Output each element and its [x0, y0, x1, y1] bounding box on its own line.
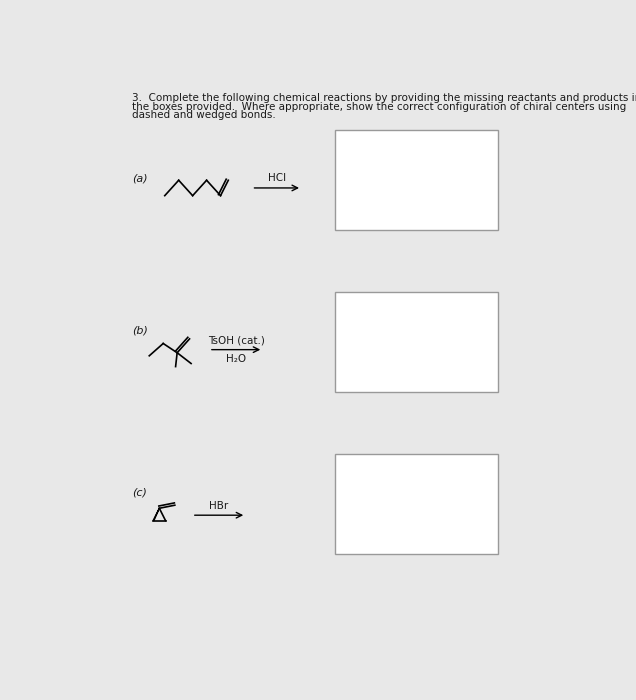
Text: H₂O: H₂O — [226, 354, 246, 364]
Bar — [335, 292, 498, 392]
Text: dashed and wedged bonds.: dashed and wedged bonds. — [132, 110, 276, 120]
Polygon shape — [153, 508, 160, 521]
Bar — [335, 454, 498, 554]
Text: (c): (c) — [132, 487, 147, 497]
Text: the boxes provided.  Where appropriate, show the correct configuration of chiral: the boxes provided. Where appropriate, s… — [132, 102, 626, 112]
Text: HCl: HCl — [268, 174, 286, 183]
Text: 3.  Complete the following chemical reactions by providing the missing reactants: 3. Complete the following chemical react… — [132, 93, 636, 103]
Text: (b): (b) — [132, 326, 148, 335]
Text: TsOH (cat.): TsOH (cat.) — [207, 335, 265, 345]
Text: HBr: HBr — [209, 500, 228, 510]
Bar — [335, 130, 498, 230]
Text: (a): (a) — [132, 174, 148, 183]
